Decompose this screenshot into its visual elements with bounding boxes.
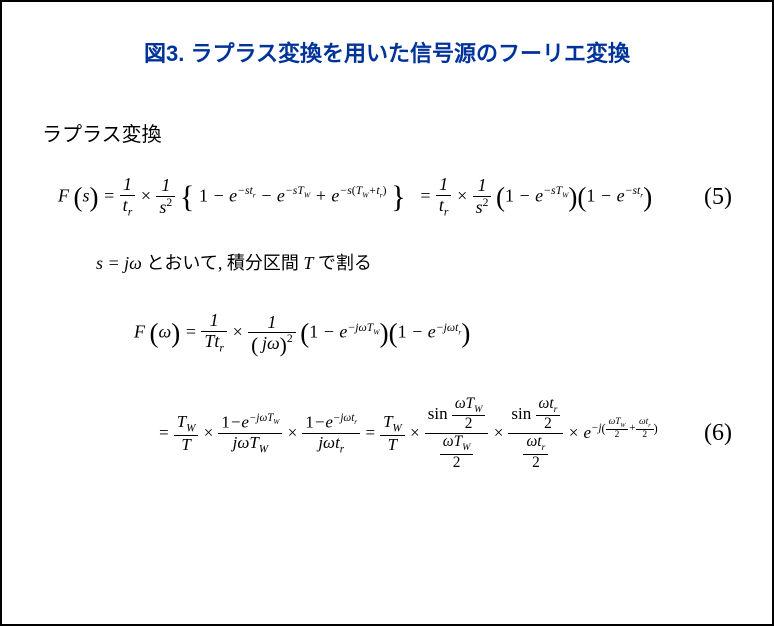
eq5-frac4-den: s2 — [473, 197, 492, 218]
eq6-frac2-num: 1−e−jωTW — [218, 412, 282, 433]
equation-6-number: (6) — [690, 420, 732, 447]
mid-eq: = — [108, 253, 120, 273]
eq6-frac1-num: TW — [174, 413, 199, 436]
eq6-frac5-den: ωTW 2 — [425, 434, 489, 472]
eq5-p2a: 1 — [505, 185, 514, 205]
eq6-frac4-num: TW — [380, 413, 405, 436]
eq5-eq1: = — [103, 185, 115, 205]
eq5-times2: × — [456, 185, 468, 205]
eq5-frac3-num: 1 — [436, 175, 452, 196]
eq5-e5: e — [617, 185, 625, 205]
equation-Fomega-row: F (ω) = 1 Ttr × 1 ( jω)2 (1 − e−jωTW)(1 … — [134, 311, 732, 355]
eq6-frac6: sin ωtr 2 ωtr 2 — [508, 396, 563, 473]
eqF-frac1-num: 1 — [201, 311, 227, 332]
mid-s: s — [96, 253, 103, 273]
mid-T: T — [303, 253, 313, 273]
slide-frame: 図3. ラプラス変換を用いた信号源のフーリエ変換 ラプラス変換 F (s) = … — [0, 0, 774, 626]
eq5-s-arg: s — [83, 185, 90, 205]
eq6-frac3: 1−e−jωtr jωtr — [302, 412, 360, 455]
eqF-frac1: 1 Ttr — [201, 311, 227, 355]
mid-text2: で割る — [318, 253, 372, 273]
mid-text-row: s = jω とおいて, 積分区間 T で割る — [96, 249, 732, 275]
eq5-e1: e — [229, 185, 237, 205]
eq6-frac6-num: sin ωtr 2 — [508, 396, 563, 435]
eq5-m3: − — [518, 185, 530, 205]
eq6-efinal: e — [583, 423, 591, 442]
eqF-times1: × — [231, 322, 243, 342]
equation-5: F (s) = 1 tr × 1 s2 { 1 − e−str − e−sTW … — [58, 175, 652, 219]
eq5-eq2: = — [419, 185, 431, 205]
eq6-eq2: = — [364, 423, 375, 442]
eq5-m4: − — [600, 185, 612, 205]
eq5-frac1-den: tr — [120, 196, 136, 219]
eq5-F: F — [58, 185, 69, 205]
eq6-eq1: = — [158, 423, 169, 442]
eq6-frac1-den: T — [174, 436, 199, 455]
eq6-t1: × — [203, 423, 214, 442]
slide-title: 図3. ラプラス変換を用いた信号源のフーリエ変換 — [42, 36, 732, 68]
eq5-frac2: 1 s2 — [156, 176, 175, 218]
eq6-frac5-num: sin ωTW 2 — [425, 396, 489, 435]
eq5-e4: e — [535, 185, 543, 205]
eq5-frac1-num: 1 — [120, 175, 136, 196]
eq5-frac2-num: 1 — [156, 176, 175, 197]
eq6-frac3-num: 1−e−jωtr — [302, 412, 360, 433]
eq5-frac2-den: s2 — [156, 197, 175, 218]
eq5-times1: × — [140, 185, 152, 205]
eqF-one2: 1 — [398, 322, 407, 342]
equation-5-row: F (s) = 1 tr × 1 s2 { 1 − e−str − e−sTW … — [58, 175, 732, 219]
eq5-m1: − — [212, 185, 224, 205]
mid-jw: jω — [124, 253, 142, 273]
eq6-frac4-den: T — [380, 436, 405, 455]
equation-6: = TW T × 1−e−jωTW jωTW × 1−e−jωtr jωtr =… — [158, 396, 658, 473]
eq6-frac2-den: jωTW — [218, 434, 282, 456]
eq6-frac1: TW T — [174, 413, 199, 454]
eq6-t4: × — [493, 423, 504, 442]
eq6-t2: × — [287, 423, 298, 442]
eqF-frac2: 1 ( jω)2 — [248, 313, 296, 355]
eq5-frac4: 1 s2 — [473, 176, 492, 218]
eqF-frac2-den: ( jω)2 — [248, 333, 296, 354]
eq5-e2: e — [277, 185, 285, 205]
eq5-frac3-den: tr — [436, 196, 452, 219]
eq5-frac3: 1 tr — [436, 175, 452, 219]
eq6-t5: × — [568, 423, 579, 442]
eq5-p1: + — [315, 185, 327, 205]
eqF-one1: 1 — [309, 322, 318, 342]
eq5-p2b: 1 — [586, 185, 595, 205]
eqF-omega-arg: ω — [159, 322, 172, 342]
eq5-frac1: 1 tr — [120, 175, 136, 219]
eq6-frac5: sin ωTW 2 ωTW 2 — [425, 396, 489, 473]
eq5-one: 1 — [199, 185, 208, 205]
eqF-eq: = — [185, 322, 197, 342]
eq6-frac3-den: jωtr — [302, 434, 360, 456]
equation-5-number: (5) — [690, 184, 732, 211]
eqF-frac2-num: 1 — [248, 313, 296, 334]
mid-text1: とおいて, 積分区間 — [146, 253, 303, 273]
eqF-e2: e — [428, 322, 436, 342]
eqF-m1: − — [323, 322, 335, 342]
eq6-frac2: 1−e−jωTW jωTW — [218, 412, 282, 455]
equation-6-row: = TW T × 1−e−jωTW jωTW × 1−e−jωtr jωtr =… — [158, 396, 732, 473]
eq5-m2: − — [260, 185, 272, 205]
equation-Fomega: F (ω) = 1 Ttr × 1 ( jω)2 (1 − e−jωTW)(1 … — [134, 311, 470, 355]
eq6-frac6-den: ωtr 2 — [508, 434, 563, 472]
eqF-F: F — [134, 322, 145, 342]
eq5-frac4-num: 1 — [473, 176, 492, 197]
section-label: ラプラス変換 — [42, 118, 732, 147]
eqF-frac1-den: Ttr — [201, 332, 227, 355]
eqF-m2: − — [411, 322, 423, 342]
eq6-frac4: TW T — [380, 413, 405, 454]
eq6-t3: × — [409, 423, 420, 442]
